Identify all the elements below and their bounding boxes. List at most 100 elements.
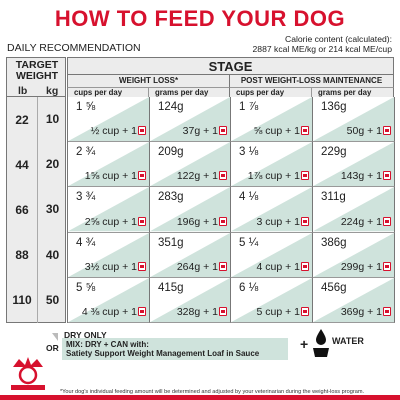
can-icon <box>301 306 309 316</box>
can-icon <box>219 171 227 181</box>
wl-cups-cell: 3 ¾ 2⅝ cup + 1 <box>68 187 150 233</box>
row-lb-value: 22 <box>15 112 29 127</box>
mix-amount: 196g + 1 <box>177 216 227 228</box>
mix-amount: 122g + 1 <box>177 170 227 182</box>
mix-amount: 2⅝ cup + 1 <box>85 216 146 228</box>
water-drop-bowl-icon <box>313 329 329 357</box>
wl-cups-cell: 5 ⅝ 4 ⅜ cup + 1 <box>68 277 150 323</box>
dry-only-amount: 283g <box>158 191 184 204</box>
dry-only-amount: 6 ⅛ <box>239 281 259 294</box>
can-icon <box>138 306 146 316</box>
mix-diagonal-shade <box>231 187 312 232</box>
dry-only-amount: 415g <box>158 281 184 294</box>
mix-diagonal-shade <box>68 97 149 142</box>
m-grams-cell: 311g 224g + 1 <box>313 187 395 233</box>
m-grams-cell: 386g 299g + 1 <box>313 232 395 278</box>
calorie-line-2: 2887 kcal ME/kg or 214 kcal ME/cup <box>252 44 392 54</box>
dry-only-amount: 2 ¾ <box>76 146 96 159</box>
footnote: *Your dog's individual feeding amount wi… <box>60 389 365 395</box>
mix-amount: 264g + 1 <box>177 261 227 273</box>
can-icon <box>383 306 391 316</box>
dry-only-amount: 3 ¾ <box>76 191 96 204</box>
dry-only-amount: 136g <box>321 101 347 113</box>
can-icon <box>301 126 309 136</box>
mix-amount-text: 1⅞ cup + 1 <box>247 170 300 183</box>
mix-diagonal-shade <box>231 142 312 187</box>
row-kg-value: 30 <box>37 187 67 233</box>
wl-grams-cell: 124g 37g + 1 <box>150 97 231 143</box>
dry-only-amount: 5 ¼ <box>239 236 259 249</box>
wl-grams-cell: 351g 264g + 1 <box>150 232 231 278</box>
dry-only-amount: 4 ⅛ <box>239 191 259 204</box>
page-title: HOW TO FEED YOUR DOG <box>54 6 346 31</box>
dry-only-amount: 311g <box>321 191 346 204</box>
wl-cups-cell: 4 ¾ 3½ cup + 1 <box>68 232 150 278</box>
stage-header: STAGE <box>67 57 394 75</box>
row-lb-value: 66 <box>15 203 29 217</box>
dry-only-amount: 1 ⅝ <box>76 101 96 113</box>
mix-amount: ⅝ cup + 1 <box>254 125 309 137</box>
can-icon <box>138 261 146 271</box>
can-icon <box>219 261 227 271</box>
dry-only-swatch <box>52 333 58 341</box>
dry-only-label: DRY ONLY <box>64 330 107 340</box>
mix-amount-text: 299g + 1 <box>340 260 382 273</box>
mix-diagonal-shade <box>313 277 394 322</box>
mix-amount-text: 37g + 1 <box>182 125 218 138</box>
water-label: WATER <box>332 336 364 346</box>
mix-amount: 143g + 1 <box>341 170 391 182</box>
mix-amount-text: 143g + 1 <box>340 170 382 183</box>
mix-diagonal-shade <box>150 232 230 277</box>
row-kg-value: 20 <box>37 142 67 188</box>
can-icon <box>219 126 227 136</box>
row-kg-value: 40 <box>37 232 67 278</box>
dry-only-amount: 456g <box>321 281 347 294</box>
mix-amount-text: 50g + 1 <box>346 125 382 138</box>
row-lb-value: 88 <box>15 248 29 263</box>
dry-only-amount: 4 ¾ <box>76 236 96 249</box>
mix-line-2: Satiety Support Weight Management Loaf i… <box>66 349 260 358</box>
m-cups-cell: 4 ⅛ 3 cup + 1 <box>231 187 313 233</box>
mix-amount-text: 196g + 1 <box>176 215 218 228</box>
can-icon <box>138 126 146 136</box>
mix-amount: 224g + 1 <box>341 216 391 228</box>
m-grams-cell: 456g 369g + 1 <box>313 277 395 323</box>
dry-only-amount: 229g <box>321 146 347 159</box>
mix-amount-text: ½ cup + 1 <box>90 125 137 138</box>
mix-amount: 299g + 1 <box>341 261 391 273</box>
dry-only-amount: 209g <box>158 146 184 159</box>
mix-amount-text: 2⅝ cup + 1 <box>84 215 137 228</box>
feeding-grid: 1 ⅝ ½ cup + 1 124g 37g + 1 1 ⅞ ⅝ cup + 1 136g 5… <box>67 97 395 323</box>
dry-only-amount: 3 ⅛ <box>239 146 259 159</box>
mix-diagonal-shade <box>150 142 230 187</box>
mix-amount: 3 cup + 1 <box>257 216 309 228</box>
m-grams-header: grams per day <box>312 87 394 97</box>
dry-only-amount: 5 ⅝ <box>76 281 96 294</box>
feeding-table: TARGET WEIGHT lb kg 22 10 44 20 66 30 88 40 110 5… <box>6 57 395 323</box>
can-icon <box>383 171 391 181</box>
m-cups-cell: 1 ⅞ ⅝ cup + 1 <box>231 97 313 143</box>
mix-amount: 37g + 1 <box>183 125 227 137</box>
mix-diagonal-shade <box>313 142 394 187</box>
can-icon <box>383 261 391 271</box>
mix-amount-text: 5 cup + 1 <box>256 305 301 318</box>
mix-amount: 1⅝ cup + 1 <box>85 170 146 182</box>
mix-diagonal-shade <box>231 277 312 322</box>
kg-label: kg <box>46 85 59 97</box>
mix-amount: 5 cup + 1 <box>256 305 309 318</box>
calorie-content: Calorie content (calculated): 2887 kcal … <box>253 34 392 54</box>
can-icon <box>219 306 227 316</box>
wl-cups-header: cups per day <box>67 87 149 97</box>
can-icon <box>301 261 309 271</box>
row-kg-value: 50 <box>37 277 67 323</box>
mix-amount-text: ⅝ cup + 1 <box>253 125 300 138</box>
target-weight-label: TARGET WEIGHT <box>15 59 59 82</box>
dry-only-amount: 124g <box>158 101 184 113</box>
can-icon <box>301 171 309 181</box>
mix-diagonal-shade <box>68 277 149 322</box>
mix-amount: 4 ⅜ cup + 1 <box>82 306 146 318</box>
mix-amount: 328g + 1 <box>177 306 227 318</box>
mix-diagonal-shade <box>68 232 149 277</box>
mix-line-1: MIX: DRY + CAN with: <box>66 340 149 349</box>
calorie-line-1: Calorie content (calculated): <box>285 34 392 44</box>
